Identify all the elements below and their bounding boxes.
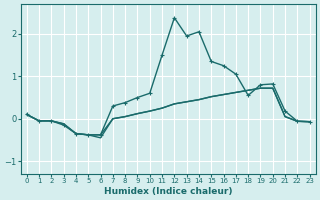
X-axis label: Humidex (Indice chaleur): Humidex (Indice chaleur) — [104, 187, 232, 196]
